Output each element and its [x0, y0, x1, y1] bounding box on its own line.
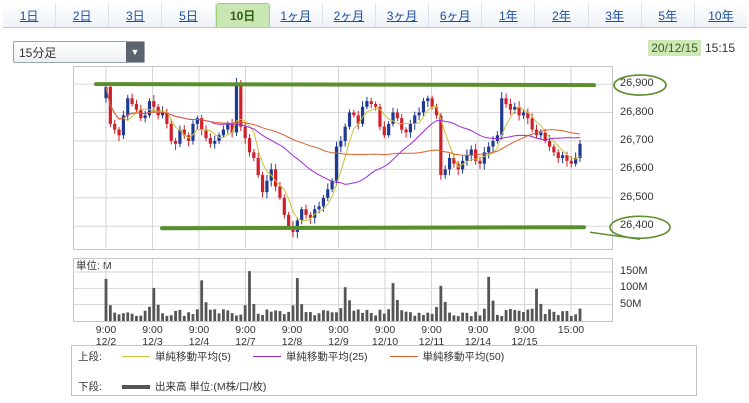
last-update: 20/12/15 15:15	[648, 40, 735, 56]
x-tick-time: 9:00	[95, 324, 117, 336]
y-tick-label: 26,900	[620, 77, 654, 90]
x-tick-time: 9:00	[514, 324, 535, 336]
legend-swatch-sma50	[389, 356, 418, 357]
volume-chart-frame	[73, 258, 613, 322]
volume-tick-label: 100M	[620, 281, 648, 294]
x-tick-time: 9:00	[421, 324, 442, 336]
legend-item-sma25: 単純移動平均(25)	[252, 349, 368, 364]
x-tick-time: 9:00	[328, 324, 349, 336]
y-tick-label: 26,700	[620, 133, 654, 146]
tab-period-11[interactable]: 3年	[588, 3, 642, 27]
volume-unit-label: 単位: M	[76, 260, 112, 272]
legend-item-volume: 出来高 単位:(M株/口/枚)	[122, 379, 266, 394]
y-tick-label: 26,500	[620, 190, 654, 203]
tab-period-12[interactable]: 5年	[641, 3, 695, 27]
legend-label-volume: 出来高 単位:(M株/口/枚)	[155, 381, 267, 393]
x-tick-time: 9:00	[374, 324, 396, 336]
tab-period-6[interactable]: 2ヶ月	[322, 3, 376, 27]
tab-period-4[interactable]: 10日	[215, 3, 270, 27]
chart-legend: 上段: 単純移動平均(5) 単純移動平均(25) 単純移動平均(50) 下段: …	[71, 345, 697, 396]
legend-label-sma25: 単純移動平均(25)	[285, 351, 368, 363]
legend-lower-row: 下段: 出来高 単位:(M株/口/枚)	[78, 379, 288, 394]
interval-value: 15分足	[19, 45, 57, 60]
tab-period-9[interactable]: 1年	[482, 3, 536, 27]
legend-item-sma5: 単純移動平均(5)	[122, 349, 231, 364]
x-tick-label: 15:00	[551, 324, 591, 336]
tab-period-1[interactable]: 2日	[56, 3, 110, 27]
tab-period-0[interactable]: 1日	[3, 3, 57, 27]
x-tick-time: 9:00	[142, 324, 163, 336]
interval-select[interactable]: 15分足 ▼	[13, 41, 145, 63]
tab-period-5[interactable]: 1ヶ月	[269, 3, 323, 27]
tab-period-13[interactable]: 10年	[694, 3, 747, 27]
x-tick-time: 9:00	[281, 324, 303, 336]
legend-swatch-sma25	[252, 356, 281, 357]
last-update-time: 15:15	[704, 41, 735, 55]
volume-tick-label: 150M	[620, 265, 648, 278]
tab-period-8[interactable]: 6ヶ月	[429, 3, 483, 27]
legend-label-sma50: 単純移動平均(50)	[422, 351, 505, 363]
y-tick-label: 26,600	[620, 162, 654, 175]
x-tick-time: 15:00	[557, 324, 585, 336]
legend-label-sma5: 単純移動平均(5)	[155, 351, 231, 363]
chevron-down-icon: ▼	[126, 42, 144, 62]
x-tick-time: 9:00	[235, 324, 256, 336]
legend-item-sma50: 単純移動平均(50)	[389, 349, 505, 364]
x-tick-time: 9:00	[467, 324, 489, 336]
legend-swatch-sma5	[122, 356, 150, 357]
tab-period-3[interactable]: 5日	[162, 3, 216, 27]
legend-swatch-volume	[122, 384, 150, 389]
tab-period-10[interactable]: 2年	[535, 3, 589, 27]
y-tick-label: 26,800	[620, 105, 654, 118]
price-chart-frame	[73, 66, 613, 250]
legend-upper-row: 上段: 単純移動平均(5) 単純移動平均(25) 単純移動平均(50)	[78, 349, 526, 364]
y-tick-label: 26,400	[620, 219, 654, 232]
tab-period-2[interactable]: 3日	[109, 3, 163, 27]
last-update-date: 20/12/15	[648, 40, 701, 56]
period-tabs: 1日 2日 3日 5日 10日 1ヶ月 2ヶ月 3ヶ月 6ヶ月 1年 2年 3年 5年 10年	[3, 3, 747, 28]
tab-period-7[interactable]: 3ヶ月	[375, 3, 430, 27]
volume-tick-label: 50M	[620, 297, 642, 310]
legend-lower-head: 下段:	[78, 381, 102, 393]
legend-upper-head: 上段:	[78, 351, 102, 363]
x-tick-time: 9:00	[188, 324, 210, 336]
